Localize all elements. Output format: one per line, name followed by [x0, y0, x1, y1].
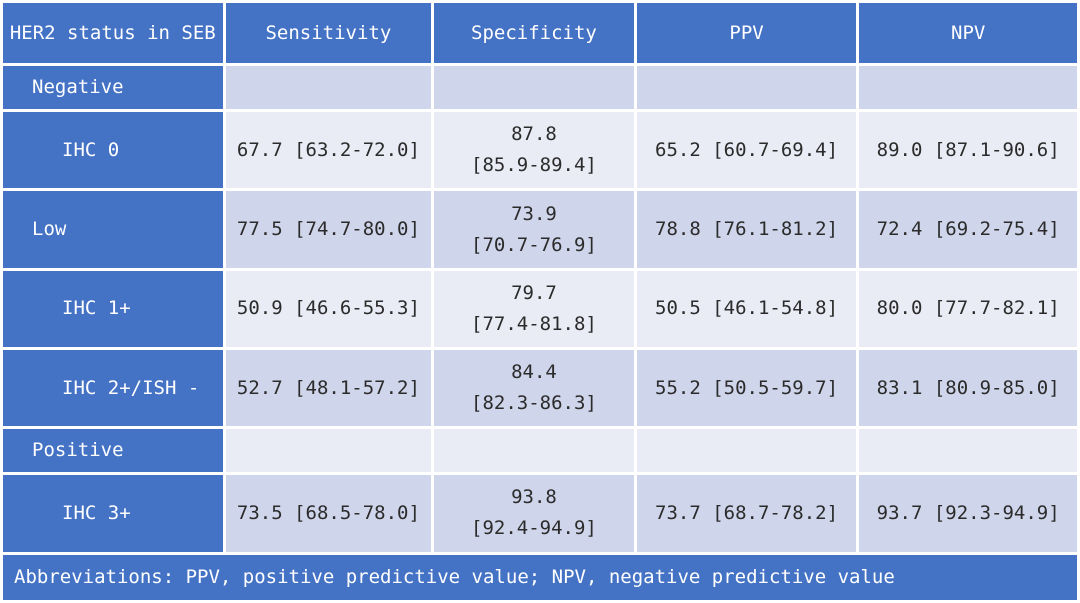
specificity-value: 87.8	[511, 123, 557, 146]
header-npv: NPV	[859, 3, 1077, 63]
ppv-cell: 78.8 [76.1-81.2]	[636, 191, 857, 268]
specificity-ci: [70.7-76.9]	[471, 233, 597, 256]
header-row: HER2 status in SEB Sensitivity Specifici…	[3, 3, 1077, 63]
table-row: Positive	[3, 429, 1077, 473]
sensitivity-cell: 73.5 [68.5-78.0]	[225, 475, 432, 552]
ppv-cell: 65.2 [60.7-69.4]	[636, 112, 857, 189]
header-sensitivity: Sensitivity	[225, 3, 432, 63]
row-label: IHC 2+/ISH -	[3, 349, 223, 427]
header-ppv: PPV	[636, 3, 857, 63]
row-label: IHC 3+	[3, 475, 223, 552]
table-row: Low 77.5 [74.7-80.0] 73.9 [70.7-76.9] 78…	[3, 191, 1077, 268]
row-label: IHC 0	[3, 112, 223, 189]
table-row: IHC 2+/ISH - 52.7 [48.1-57.2] 84.4 [82.3…	[3, 349, 1077, 427]
table-cell	[859, 429, 1077, 473]
table-cell	[434, 429, 634, 473]
table-row: IHC 0 67.7 [63.2-72.0] 87.8 [85.9-89.4] …	[3, 112, 1077, 189]
specificity-value: 93.8	[511, 486, 557, 509]
specificity-value: 84.4	[511, 361, 557, 384]
table-cell	[636, 429, 857, 473]
specificity-cell: 93.8 [92.4-94.9]	[434, 475, 634, 552]
sensitivity-cell: 77.5 [74.7-80.0]	[225, 191, 432, 268]
table-cell	[434, 66, 634, 110]
specificity-cell: 87.8 [85.9-89.4]	[434, 112, 634, 189]
npv-cell: 72.4 [69.2-75.4]	[859, 191, 1077, 268]
specificity-ci: [82.3-86.3]	[471, 392, 597, 415]
table-cell	[636, 66, 857, 110]
specificity-ci: [85.9-89.4]	[471, 154, 597, 177]
header-her2-status: HER2 status in SEB	[3, 3, 223, 63]
row-label: Low	[3, 191, 223, 268]
footnote-row: Abbreviations: PPV, positive predictive …	[3, 554, 1077, 600]
row-label: Positive	[3, 429, 223, 473]
row-label: IHC 1+	[3, 270, 223, 347]
ppv-cell: 73.7 [68.7-78.2]	[636, 475, 857, 552]
specificity-value: 73.9	[511, 202, 557, 225]
table-row: Negative	[3, 66, 1077, 110]
table-cell	[859, 66, 1077, 110]
abbreviations-footnote: Abbreviations: PPV, positive predictive …	[3, 554, 1077, 600]
table-row: IHC 1+ 50.9 [46.6-55.3] 79.7 [77.4-81.8]…	[3, 270, 1077, 347]
specificity-ci: [92.4-94.9]	[471, 517, 597, 540]
sensitivity-cell: 67.7 [63.2-72.0]	[225, 112, 432, 189]
row-label: Negative	[3, 66, 223, 110]
ppv-cell: 55.2 [50.5-59.7]	[636, 349, 857, 427]
npv-cell: 80.0 [77.7-82.1]	[859, 270, 1077, 347]
specificity-cell: 79.7 [77.4-81.8]	[434, 270, 634, 347]
npv-cell: 93.7 [92.3-94.9]	[859, 475, 1077, 552]
table-cell	[225, 429, 432, 473]
header-specificity: Specificity	[434, 3, 634, 63]
ppv-cell: 50.5 [46.1-54.8]	[636, 270, 857, 347]
sensitivity-cell: 50.9 [46.6-55.3]	[225, 270, 432, 347]
npv-cell: 83.1 [80.9-85.0]	[859, 349, 1077, 427]
table-row: IHC 3+ 73.5 [68.5-78.0] 93.8 [92.4-94.9]…	[3, 475, 1077, 552]
table-cell	[225, 66, 432, 110]
sensitivity-cell: 52.7 [48.1-57.2]	[225, 349, 432, 427]
specificity-cell: 84.4 [82.3-86.3]	[434, 349, 634, 427]
npv-cell: 89.0 [87.1-90.6]	[859, 112, 1077, 189]
specificity-value: 79.7	[511, 281, 557, 304]
specificity-cell: 73.9 [70.7-76.9]	[434, 191, 634, 268]
specificity-ci: [77.4-81.8]	[471, 312, 597, 335]
